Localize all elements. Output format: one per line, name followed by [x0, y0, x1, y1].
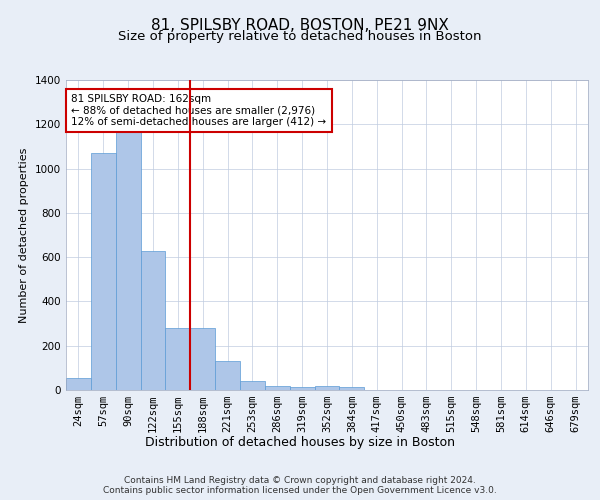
Y-axis label: Number of detached properties: Number of detached properties	[19, 148, 29, 322]
Text: 81, SPILSBY ROAD, BOSTON, PE21 9NX: 81, SPILSBY ROAD, BOSTON, PE21 9NX	[151, 18, 449, 32]
Bar	[290, 386, 314, 390]
Bar	[190, 328, 215, 390]
Bar	[166, 328, 190, 390]
Bar	[314, 386, 340, 390]
Text: 81 SPILSBY ROAD: 162sqm
← 88% of detached houses are smaller (2,976)
12% of semi: 81 SPILSBY ROAD: 162sqm ← 88% of detache…	[71, 94, 326, 127]
Text: Contains HM Land Registry data © Crown copyright and database right 2024.
Contai: Contains HM Land Registry data © Crown c…	[103, 476, 497, 495]
Text: Distribution of detached houses by size in Boston: Distribution of detached houses by size …	[145, 436, 455, 449]
Bar	[215, 361, 240, 390]
Bar	[140, 250, 166, 390]
Text: Size of property relative to detached houses in Boston: Size of property relative to detached ho…	[118, 30, 482, 43]
Bar	[91, 153, 116, 390]
Bar	[240, 381, 265, 390]
Bar	[340, 386, 364, 390]
Bar	[66, 378, 91, 390]
Bar	[116, 126, 140, 390]
Bar	[265, 386, 290, 390]
